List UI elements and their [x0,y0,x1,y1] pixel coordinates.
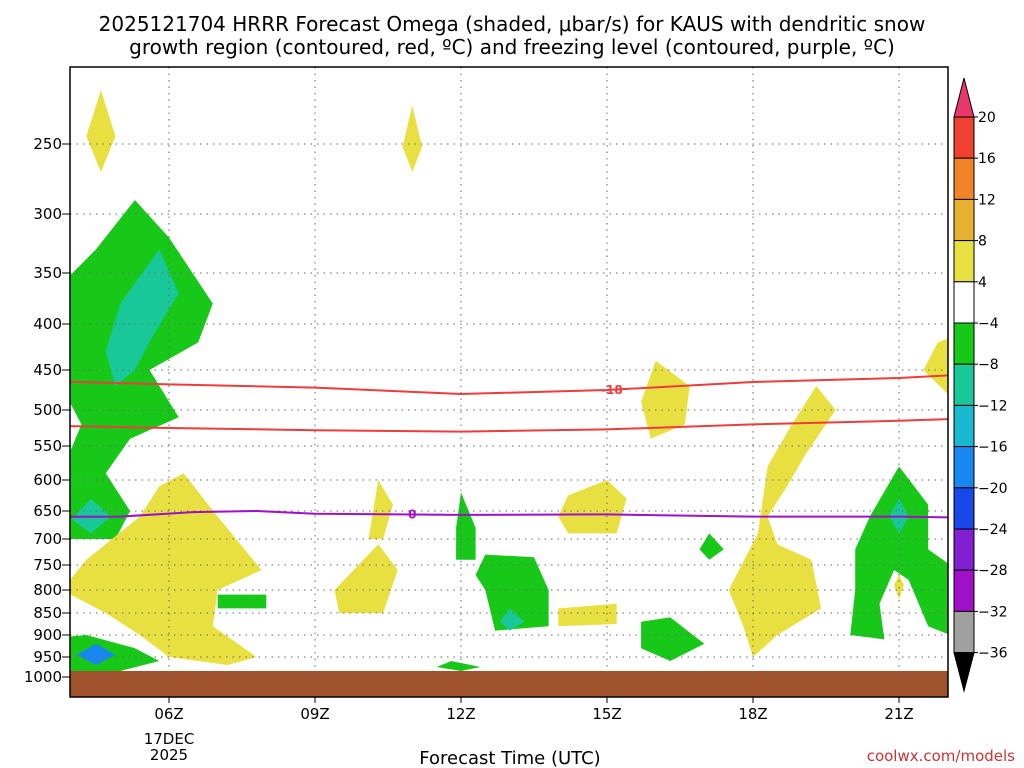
colorbar-swatch [953,610,975,654]
colorbar-swatch [953,240,975,283]
y-tick-label: 500 [33,401,62,419]
colorbar-top-arrow [953,77,975,118]
omega-yellow-250 [86,90,116,172]
y-tick-label: 900 [33,626,62,644]
colorbar-label: −4 [978,316,999,332]
contour-dgz-bottom [70,418,948,433]
x-tick-label: 18Z [738,705,767,723]
omega-green-low [70,635,160,673]
omega-green-13z [475,554,549,631]
y-tick-label: 750 [33,556,62,574]
grid-layer [70,67,948,697]
x-tick-label: 12Z [446,705,475,723]
colorbar-label: −24 [978,522,1008,538]
colorbar-swatch [953,363,975,406]
colorbar-swatch [953,281,975,324]
omega-green-12z-low [436,661,481,671]
omega-yellow-15z-low [558,603,617,627]
omega-yellow-low [70,473,262,665]
omega-teal-13z [499,608,525,631]
x-axis-ticks: 06Z 09Z 12Z 15Z 18Z 21Z [154,697,914,723]
colorbar-label: −16 [978,440,1008,456]
omega-yellow-19z [728,386,836,657]
x-tick-label: 06Z [154,705,183,723]
contour-dgz-top [70,374,948,396]
y-tick-label: 550 [33,437,62,455]
y-tick-label: 350 [33,264,62,282]
x-tick-label: 21Z [884,705,913,723]
colorbar-swatch [953,404,975,448]
omega-teal-upper [105,249,179,386]
omega-yellow-250b [402,105,423,172]
y-tick-label: 950 [33,648,62,666]
omega-green-big [70,200,213,539]
y-axis-ticks: 250 300 350 400 450 500 550 600 650 700 750 800 850 9… [24,135,70,686]
colorbar-label: −20 [978,481,1008,497]
credit-text: coolwx.com/models [867,747,1015,765]
omega-green-21z [850,466,948,640]
y-tick-label: 850 [33,604,62,622]
colorbar-bottom-arrow [953,652,975,693]
colorbar-label: −28 [978,563,1008,579]
colorbar-swatch [953,487,975,530]
colorbar-label: 20 [978,110,996,126]
y-tick-label: 300 [33,205,62,223]
colorbar-label: −32 [978,604,1008,620]
contour-freezing-level [70,509,948,519]
omega-yellow-right [923,338,948,395]
colorbar-label: 12 [978,192,996,208]
y-tick-label: 650 [33,502,62,520]
omega-yellow-09z [368,480,393,539]
plot-frame [69,66,949,698]
y-tick-label: 1000 [24,668,62,686]
y-tick-label: 250 [33,135,62,153]
chart-title-line-2: growth region (contoured, red, ºC) and f… [129,35,895,59]
colorbar-label: −36 [978,646,1008,662]
y-tick-label: 800 [33,581,62,599]
colorbar-swatch [953,569,975,612]
omega-blue-low [76,643,116,665]
colorbar-swatch [953,116,975,159]
omega-yellow-16z [641,360,690,439]
chart-title-line-1: 2025121704 HRRR Forecast Omega (shaded, … [99,12,926,36]
x-tick-label: 15Z [592,705,621,723]
contour-label: -18 [601,383,623,397]
omega-green-rect [217,594,267,609]
colorbar: 20 16 12 8 4 −4 −8 −12 −16 −20 −24 −28 −32 −36 [953,77,1008,693]
colorbar-label: −8 [978,357,999,373]
contour-label: 0 [408,507,416,521]
omega-green-16z [641,617,705,661]
terrain [70,671,948,697]
date-label-year: 2025 [150,746,188,764]
colorbar-label: −12 [978,398,1008,414]
x-tick-label: 09Z [300,705,329,723]
colorbar-swatch [953,528,975,571]
colorbar-label: 4 [978,275,987,291]
colorbar-label: 8 [978,234,987,250]
omega-green-12z [456,492,476,560]
colorbar-swatch [953,198,975,242]
colorbar-swatch [953,446,975,489]
y-tick-label: 450 [33,361,62,379]
y-tick-label: 600 [33,471,62,489]
omega-green-17z [699,533,724,560]
omega-yellow-15z [558,480,627,534]
y-tick-label: 400 [33,315,62,333]
date-label-day: 17DEC [144,730,195,748]
colorbar-label: 16 [978,151,996,167]
contour-layer: -18 0 [70,374,948,521]
x-axis-label: Forecast Time (UTC) [419,748,600,768]
colorbar-swatch [953,322,975,365]
colorbar-swatch [953,157,975,200]
y-tick-label: 700 [33,530,62,548]
omega-shading-layer [70,90,948,697]
omega-yellow-09z-low [334,544,398,613]
